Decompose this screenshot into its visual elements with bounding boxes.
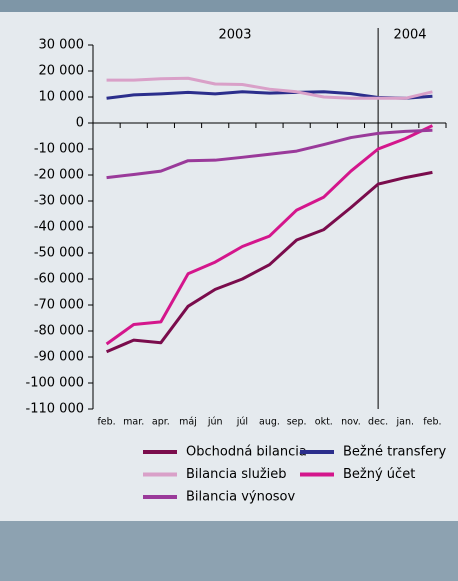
y-tick-label: -50 000 <box>34 246 84 261</box>
annotation: 2003 <box>218 28 251 43</box>
y-tick-label: -110 000 <box>26 402 84 417</box>
x-tick-label: jan. <box>396 417 415 428</box>
legend-label: Bilancia výnosov <box>186 490 296 505</box>
legend-label: Bilancia služieb <box>186 467 287 482</box>
x-tick-label: feb. <box>423 417 441 428</box>
y-tick-label: -20 000 <box>34 168 84 183</box>
x-tick-label: júl <box>236 417 248 428</box>
y-tick-label: -70 000 <box>34 298 84 313</box>
x-tick-label: mar. <box>123 417 144 428</box>
y-tick-label: -30 000 <box>34 194 84 209</box>
bottom-band <box>0 521 458 581</box>
y-tick-label: -40 000 <box>34 220 84 235</box>
x-tick-label: okt. <box>315 417 333 428</box>
y-tick-label: 10 000 <box>39 90 85 105</box>
legend-label: Obchodná bilancia <box>186 445 307 460</box>
y-tick-label: 20 000 <box>39 64 85 79</box>
x-tick-label: feb. <box>97 417 115 428</box>
x-tick-label: apr. <box>152 417 170 428</box>
y-tick-label: -90 000 <box>34 350 84 365</box>
x-tick-label: dec. <box>368 417 388 428</box>
x-tick-label: aug. <box>259 417 280 428</box>
series-line <box>106 76 433 100</box>
y-tick-label: -10 000 <box>34 142 84 157</box>
top-band <box>0 0 458 12</box>
y-tick-label: -100 000 <box>26 376 84 391</box>
legend-label: Bežný účet <box>343 467 415 482</box>
series-line <box>106 128 433 180</box>
series-line <box>105 170 433 354</box>
series-line <box>105 124 434 346</box>
y-tick-label: 0 <box>76 116 84 131</box>
x-tick-label: nov. <box>341 417 361 428</box>
x-tick-label: jún <box>207 417 223 428</box>
y-tick-label: -60 000 <box>34 272 84 287</box>
y-tick-label: -80 000 <box>34 324 84 339</box>
annotation: 2004 <box>393 28 426 43</box>
legend-label: Bežné transfery <box>343 445 446 460</box>
x-tick-label: sep. <box>287 417 307 428</box>
y-tick-label: 30 000 <box>39 38 85 53</box>
x-tick-label: máj <box>179 417 197 428</box>
